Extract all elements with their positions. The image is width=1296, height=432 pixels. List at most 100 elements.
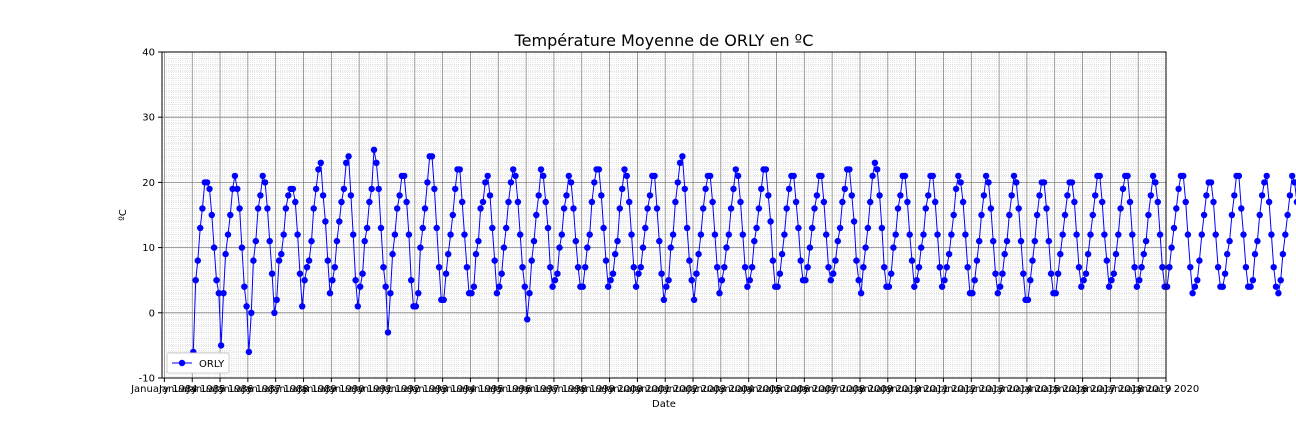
- data-point: [952, 185, 960, 193]
- data-point: [832, 257, 839, 264]
- y-tick-label: -10: [139, 374, 155, 385]
- legend-marker: [178, 359, 186, 367]
- data-point: [679, 153, 686, 160]
- data-point: [976, 237, 983, 245]
- data-point: [537, 166, 545, 173]
- data-point: [424, 179, 431, 186]
- data-point: [980, 192, 988, 199]
- data-point: [203, 179, 211, 186]
- data-point: [1105, 283, 1113, 290]
- data-point: [982, 172, 990, 180]
- data-point: [1270, 264, 1277, 271]
- data-point: [999, 270, 1006, 277]
- data-point: [259, 172, 266, 180]
- data-point: [294, 231, 301, 238]
- data-point: [206, 185, 213, 193]
- data-point: [1289, 172, 1296, 180]
- data-point: [447, 231, 454, 238]
- data-point: [1261, 179, 1268, 186]
- data-point: [818, 172, 825, 180]
- x-tick-label: January 1988: [241, 384, 309, 395]
- data-point: [1020, 270, 1027, 277]
- data-point: [762, 166, 770, 173]
- x-tick-label: January 2019: [1104, 384, 1172, 395]
- data-point: [804, 264, 811, 271]
- data-point: [985, 179, 992, 186]
- data-point: [1043, 205, 1050, 212]
- data-point: [375, 185, 382, 193]
- data-point: [433, 224, 440, 232]
- data-point: [792, 198, 800, 206]
- legend: ORLY: [166, 352, 230, 374]
- data-point: [336, 218, 343, 225]
- data-point: [700, 205, 707, 212]
- data-point: [783, 205, 790, 212]
- x-tick-label: January 2013: [937, 384, 1005, 395]
- data-point: [565, 172, 572, 180]
- data-point: [403, 198, 410, 206]
- data-point: [811, 205, 818, 212]
- data-point: [1003, 237, 1011, 245]
- data-point: [1163, 283, 1171, 290]
- data-point: [449, 211, 456, 219]
- data-point: [1117, 205, 1124, 212]
- x-tick-label: January 2006: [742, 384, 810, 395]
- data-point: [674, 179, 681, 186]
- x-tick-label: January 2001: [603, 384, 671, 395]
- data-point: [830, 270, 837, 277]
- data-point: [860, 264, 867, 271]
- data-point: [1286, 192, 1294, 199]
- data-point: [394, 205, 401, 212]
- data-point: [1293, 198, 1296, 206]
- data-point: [567, 179, 575, 186]
- x-tick-label: January 1993: [381, 384, 449, 395]
- data-point: [549, 283, 556, 290]
- data-point: [1064, 192, 1071, 199]
- data-point: [535, 192, 542, 199]
- data-point: [482, 179, 489, 186]
- data-point: [384, 329, 392, 336]
- data-point: [338, 198, 345, 206]
- data-point: [1149, 172, 1157, 180]
- data-point: [440, 296, 447, 303]
- data-point: [357, 283, 364, 290]
- data-point: [350, 231, 357, 238]
- data-point: [630, 264, 637, 271]
- data-point: [229, 185, 236, 193]
- data-point: [1045, 237, 1053, 245]
- data-point: [220, 290, 227, 297]
- data-point: [377, 224, 385, 232]
- data-point: [936, 264, 943, 271]
- data-point: [1092, 192, 1099, 199]
- data-point: [825, 264, 832, 271]
- data-point: [908, 257, 916, 264]
- x-tick-label: January 2012: [909, 384, 977, 395]
- data-point: [1272, 283, 1280, 290]
- data-point: [252, 237, 259, 245]
- data-point: [354, 303, 361, 310]
- data-point: [412, 303, 420, 310]
- chart-title: Température Moyenne de ORLY en ºC: [514, 31, 814, 50]
- data-point: [888, 270, 895, 277]
- y-tick-label: 0: [149, 308, 155, 319]
- data-point: [672, 198, 679, 206]
- data-point: [915, 264, 923, 271]
- data-point: [676, 159, 684, 166]
- data-point: [751, 237, 758, 245]
- data-point: [486, 192, 494, 199]
- data-point: [503, 224, 510, 232]
- x-tick-label: January 1985: [158, 384, 226, 395]
- data-point: [918, 244, 925, 251]
- data-point: [646, 192, 654, 199]
- data-point: [623, 172, 630, 180]
- data-point: [841, 185, 848, 193]
- data-point: [361, 237, 368, 245]
- data-point: [1087, 231, 1094, 238]
- x-tick-label: January 1991: [325, 384, 393, 395]
- data-point: [1254, 237, 1261, 245]
- data-point: [1154, 198, 1162, 206]
- data-point: [1182, 198, 1189, 206]
- data-point: [769, 257, 777, 264]
- data-point: [560, 205, 568, 212]
